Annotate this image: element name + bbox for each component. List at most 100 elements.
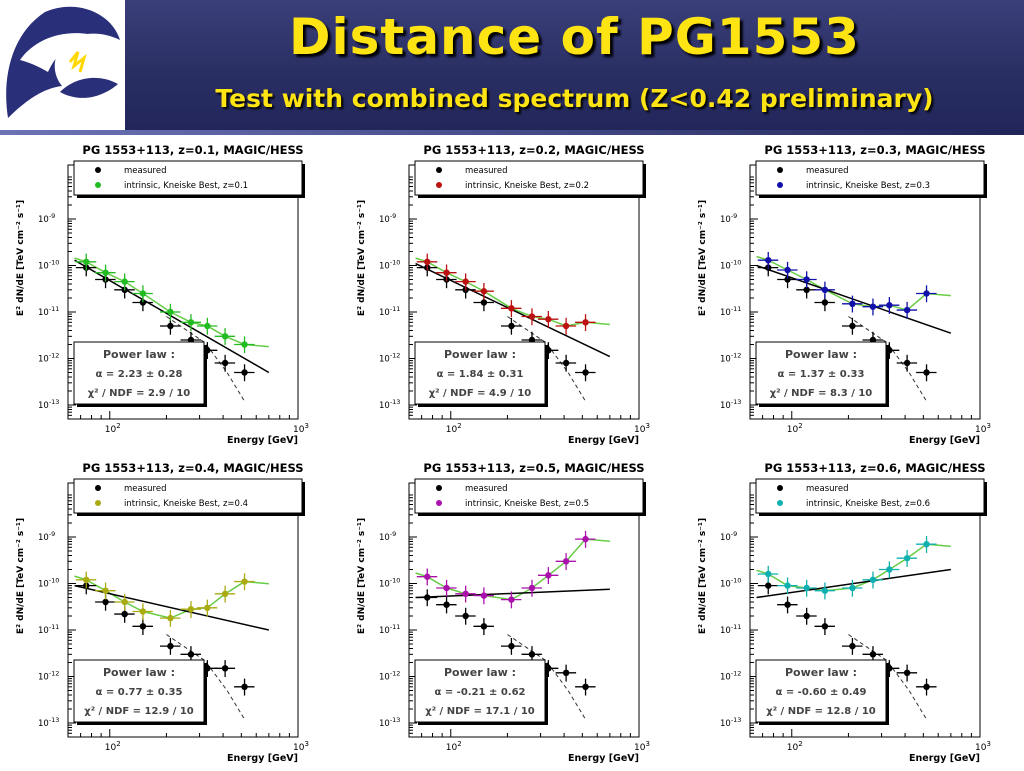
absorbed-model-curve (848, 316, 927, 402)
measured-point (575, 678, 596, 696)
y-tick-label: 10-9 (379, 212, 396, 225)
y-axis-label: E² dN/dE [TeV cm⁻² s⁻¹] (357, 200, 367, 316)
bird-logo-icon (0, 0, 125, 130)
intrinsic-point (416, 568, 438, 586)
power-law-fit-line (415, 588, 610, 599)
intrinsic-point (916, 536, 937, 553)
y-tick-label: 10-9 (720, 530, 737, 543)
y-tick-label: 10-10 (720, 258, 741, 271)
slide-subtitle: Test with combined spectrum (Z<0.42 prel… (215, 84, 934, 113)
fit-result-box: Power law : α = 1.37 ± 0.33 χ² / NDF = 8.3… (755, 341, 889, 407)
intrinsic-point (757, 565, 779, 583)
x-tick-label: 102 (787, 740, 803, 753)
spectrum-chart: PG 1553+113, z=0.4, MAGIC/HESS 102 103 10-1… (16, 461, 309, 764)
fit-result-box: Power law : α = -0.21 ± 0.62 χ² / NDF = 17… (414, 659, 548, 725)
measured-point (777, 596, 798, 614)
fit-heading: Power law : (103, 666, 175, 679)
absorbed-model-curve (166, 316, 245, 402)
legend: measured intrinsic, Kneiske Best, z=0.1 (73, 160, 305, 198)
y-tick-label: 10-10 (38, 258, 59, 271)
y-tick-label: 10-13 (720, 716, 741, 729)
fit-alpha: α = 2.23 ± 0.28 (96, 369, 183, 380)
measured-point (896, 664, 918, 682)
y-axis-label: E² dN/dE [TeV cm⁻² s⁻¹] (16, 518, 26, 634)
legend-label: intrinsic, Kneiske Best, z=0.1 (124, 181, 248, 191)
measured-point (814, 618, 835, 636)
legend-label: measured (124, 166, 166, 176)
x-tick-label: 103 (293, 422, 309, 435)
fit-result-box: Power law : α = 2.23 ± 0.28 χ² / NDF = 2.9… (73, 341, 207, 407)
measured-point (234, 678, 255, 696)
intrinsic-point (555, 553, 577, 571)
intrinsic-point (521, 579, 542, 597)
y-tick-label: 10-9 (720, 212, 737, 225)
intrinsic-point (455, 273, 476, 291)
fit-heading: Power law : (103, 348, 175, 361)
legend-label: intrinsic, Kneiske Best, z=0.5 (465, 499, 589, 509)
spectrum-chart: PG 1553+113, z=0.3, MAGIC/HESS 102 103 10-1… (698, 143, 991, 446)
intrinsic-point (159, 609, 181, 627)
intrinsic-point (814, 582, 835, 600)
y-tick-label: 10-9 (38, 212, 55, 225)
intrinsic-point (896, 550, 918, 567)
slide-title: Distance of PG1553 (289, 8, 860, 66)
spectrum-panel: PG 1553+113, z=0.5, MAGIC/HESS 102 103 10-1… (341, 455, 682, 771)
y-tick-label: 10-13 (720, 398, 741, 411)
intrinsic-point (455, 585, 476, 603)
legend-label: intrinsic, Kneiske Best, z=0.3 (806, 181, 930, 191)
legend: measured intrinsic, Kneiske Best, z=0.3 (755, 160, 987, 198)
intrinsic-point (234, 336, 255, 354)
y-tick-label: 10-10 (38, 576, 59, 589)
y-tick-label: 10-11 (379, 623, 400, 636)
measured-point (916, 364, 937, 382)
absorbed-model-curve (166, 634, 245, 720)
y-tick-label: 10-13 (38, 716, 59, 729)
intrinsic-point (500, 591, 522, 609)
spectrum-panel: PG 1553+113, z=0.6, MAGIC/HESS 102 103 10-1… (682, 455, 1023, 771)
intrinsic-point (555, 317, 577, 335)
y-tick-label: 10-10 (379, 576, 400, 589)
legend: measured intrinsic, Kneiske Best, z=0.6 (755, 478, 987, 516)
fit-alpha: α = 1.37 ± 0.33 (778, 369, 865, 380)
measured-point (214, 660, 236, 678)
fit-result-box: Power law : α = 0.77 ± 0.35 χ² / NDF = 12.… (73, 659, 207, 725)
y-axis-label: E² dN/dE [TeV cm⁻² s⁻¹] (357, 518, 367, 634)
legend-label: measured (806, 166, 848, 176)
y-tick-label: 10-13 (379, 398, 400, 411)
y-tick-label: 10-12 (720, 670, 741, 683)
intrinsic-point (878, 297, 900, 314)
chart-title: PG 1553+113, z=0.2, MAGIC/HESS (423, 143, 644, 157)
intrinsic-point (75, 571, 97, 589)
measured-point (436, 596, 457, 614)
intrinsic-point (878, 561, 900, 579)
intrinsic-point (114, 273, 135, 291)
y-tick-label: 10-13 (38, 398, 59, 411)
measured-point (841, 637, 863, 655)
intrinsic-point (896, 301, 918, 319)
intrinsic-point (814, 281, 835, 299)
intrinsic-point (575, 530, 596, 548)
header-divider (0, 130, 1024, 135)
y-tick-label: 10-12 (720, 352, 741, 365)
intrinsic-point (416, 253, 438, 271)
y-axis-label: E² dN/dE [TeV cm⁻² s⁻¹] (16, 200, 26, 316)
x-tick-label: 103 (975, 422, 991, 435)
y-axis-label: E² dN/dE [TeV cm⁻² s⁻¹] (698, 200, 708, 316)
fit-alpha: α = -0.60 ± 0.49 (775, 687, 866, 698)
absorbed-model-curve (848, 634, 927, 720)
y-tick-label: 10-11 (38, 623, 59, 636)
fit-heading: Power law : (444, 348, 516, 361)
legend-label: measured (806, 484, 848, 494)
measured-point (214, 354, 236, 372)
intrinsic-point (132, 285, 153, 303)
intrinsic-point (214, 585, 236, 603)
intrinsic-point (777, 261, 798, 279)
measured-point (916, 678, 937, 696)
y-tick-label: 10-13 (379, 716, 400, 729)
y-tick-label: 10-12 (379, 670, 400, 683)
intrinsic-point (796, 579, 817, 597)
intrinsic-point (537, 567, 559, 585)
chart-title: PG 1553+113, z=0.6, MAGIC/HESS (764, 461, 985, 475)
absorbed-model-curve (507, 316, 586, 402)
y-tick-label: 10-10 (379, 258, 400, 271)
